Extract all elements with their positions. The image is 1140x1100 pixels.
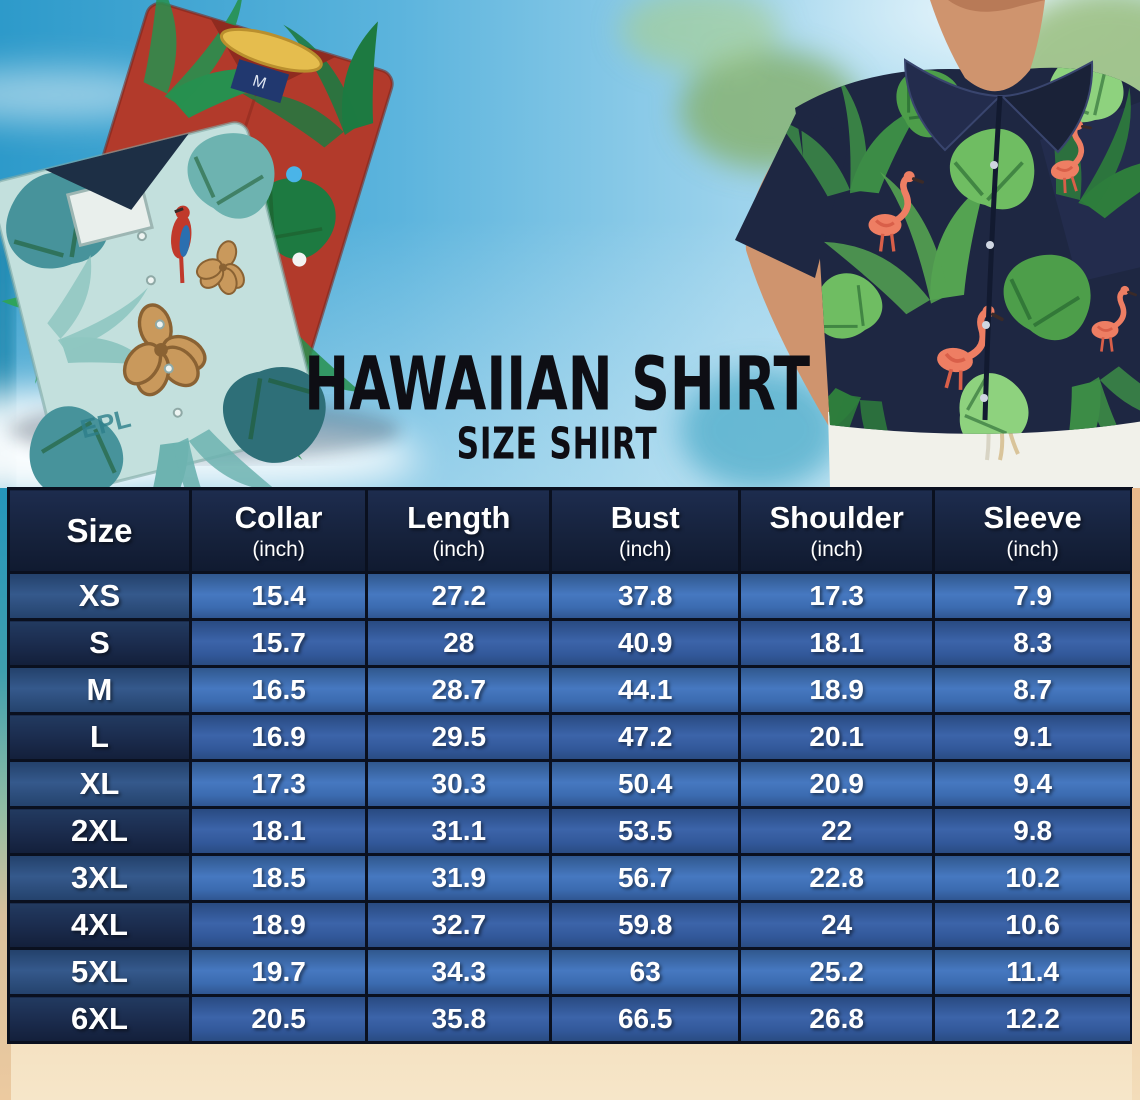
table-body: XS 15.4 27.2 37.8 17.3 7.9 S 15.7 28 40.9 18.1 8.3 M… (7, 571, 1133, 1044)
cell-3xl-bust: 56.7 (549, 853, 742, 903)
collar-logo-patch (219, 27, 323, 73)
table-row-5xl: 5XL 19.7 34.3 63 25.2 11.4 (7, 947, 1133, 997)
size-label-2xl: 2XL (7, 806, 192, 856)
cell-xs-shoulder: 17.3 (738, 571, 936, 621)
size-label-6xl: 6XL (7, 994, 192, 1044)
cell-4xl-shoulder: 24 (738, 900, 936, 950)
teal-hawaiian-shirt-image: EPL (0, 119, 376, 488)
size-label-l: L (7, 712, 192, 762)
cell-xs-collar: 15.4 (188, 571, 369, 621)
model-wearing-flamingo-shirt-image (735, 0, 1140, 488)
parrot-print (171, 205, 192, 284)
size-label-xs: XS (7, 571, 192, 621)
teal-shirt-buttons (136, 231, 183, 418)
cell-6xl-length: 35.8 (365, 994, 553, 1044)
cell-2xl-shoulder: 22 (738, 806, 936, 856)
cell-5xl-bust: 63 (549, 947, 742, 997)
table-row-xl: XL 17.3 30.3 50.4 20.9 9.4 (7, 759, 1133, 809)
cell-l-sleeve: 9.1 (932, 712, 1133, 762)
cell-xs-sleeve: 7.9 (932, 571, 1133, 621)
cell-l-length: 29.5 (365, 712, 553, 762)
cell-6xl-collar: 20.5 (188, 994, 369, 1044)
size-label-s: S (7, 618, 192, 668)
cell-l-bust: 47.2 (549, 712, 742, 762)
cell-s-sleeve: 8.3 (932, 618, 1133, 668)
hero-banner: M (0, 0, 1140, 488)
header-row: Size Collar (inch) Length (inch) Bust (inch) Sh… (7, 487, 1133, 574)
table-row-2xl: 2XL 18.1 31.1 53.5 22 9.8 (7, 806, 1133, 856)
cell-4xl-collar: 18.9 (188, 900, 369, 950)
size-label-4xl: 4XL (7, 900, 192, 950)
table-row-4xl: 4XL 18.9 32.7 59.8 24 10.6 (7, 900, 1133, 950)
cell-5xl-collar: 19.7 (188, 947, 369, 997)
size-label-3xl: 3XL (7, 853, 192, 903)
cell-xl-length: 30.3 (365, 759, 553, 809)
cell-m-bust: 44.1 (549, 665, 742, 715)
cell-xs-bust: 37.8 (549, 571, 742, 621)
size-chart-table: Size Collar (inch) Length (inch) Bust (inch) Sh… (7, 487, 1133, 1044)
table-row-xs: XS 15.4 27.2 37.8 17.3 7.9 (7, 571, 1133, 621)
cell-l-collar: 16.9 (188, 712, 369, 762)
size-label-m: M (7, 665, 192, 715)
size-chart-section: Size Collar (inch) Length (inch) Bust (inch) Sh… (0, 487, 1140, 1100)
cell-3xl-shoulder: 22.8 (738, 853, 936, 903)
cell-s-collar: 15.7 (188, 618, 369, 668)
cell-6xl-shoulder: 26.8 (738, 994, 936, 1044)
cell-l-shoulder: 20.1 (738, 712, 936, 762)
table-row-s: S 15.7 28 40.9 18.1 8.3 (7, 618, 1133, 668)
cell-s-bust: 40.9 (549, 618, 742, 668)
cell-m-collar: 16.5 (188, 665, 369, 715)
column-header-shoulder: Shoulder (inch) (738, 487, 936, 574)
cell-xl-collar: 17.3 (188, 759, 369, 809)
cell-2xl-collar: 18.1 (188, 806, 369, 856)
cell-2xl-length: 31.1 (365, 806, 553, 856)
cell-4xl-length: 32.7 (365, 900, 553, 950)
cell-5xl-length: 34.3 (365, 947, 553, 997)
cell-5xl-shoulder: 25.2 (738, 947, 936, 997)
cell-m-shoulder: 18.9 (738, 665, 936, 715)
cell-5xl-sleeve: 11.4 (932, 947, 1133, 997)
column-header-size: Size (7, 487, 192, 574)
cell-4xl-bust: 59.8 (549, 900, 742, 950)
table-row-l: L 16.9 29.5 47.2 20.1 9.1 (7, 712, 1133, 762)
shirt-collar (999, 60, 1094, 154)
size-label-5xl: 5XL (7, 947, 192, 997)
cell-2xl-sleeve: 9.8 (932, 806, 1133, 856)
column-header-bust: Bust (inch) (549, 487, 742, 574)
shirt-buttons (980, 161, 998, 402)
table-row-m: M 16.5 28.7 44.1 18.9 8.7 (7, 665, 1133, 715)
cell-3xl-sleeve: 10.2 (932, 853, 1133, 903)
cell-m-sleeve: 8.7 (932, 665, 1133, 715)
model-neck (930, 0, 1045, 92)
cell-xl-bust: 50.4 (549, 759, 742, 809)
cell-6xl-bust: 66.5 (549, 994, 742, 1044)
size-tag-letter: M (250, 73, 268, 93)
column-header-sleeve: Sleeve (inch) (932, 487, 1133, 574)
cell-s-shoulder: 18.1 (738, 618, 936, 668)
cell-3xl-collar: 18.5 (188, 853, 369, 903)
hero-art: M (0, 0, 1140, 488)
table-row-3xl: 3XL 18.5 31.9 56.7 22.8 10.2 (7, 853, 1133, 903)
size-label-xl: XL (7, 759, 192, 809)
cell-xl-sleeve: 9.4 (932, 759, 1133, 809)
teal-shirt-collar (44, 133, 189, 210)
cell-xs-length: 27.2 (365, 571, 553, 621)
table-row-6xl: 6XL 20.5 35.8 66.5 26.8 12.2 (7, 994, 1133, 1044)
size-tag (230, 59, 290, 104)
cell-xl-shoulder: 20.9 (738, 759, 936, 809)
cell-s-length: 28 (365, 618, 553, 668)
shirt-collar (903, 58, 1003, 152)
cell-4xl-sleeve: 10.6 (932, 900, 1133, 950)
cell-6xl-sleeve: 12.2 (932, 994, 1133, 1044)
cell-m-length: 28.7 (365, 665, 553, 715)
column-header-collar: Collar (inch) (188, 487, 369, 574)
cell-3xl-length: 31.9 (365, 853, 553, 903)
cell-2xl-bust: 53.5 (549, 806, 742, 856)
column-header-length: Length (inch) (365, 487, 553, 574)
